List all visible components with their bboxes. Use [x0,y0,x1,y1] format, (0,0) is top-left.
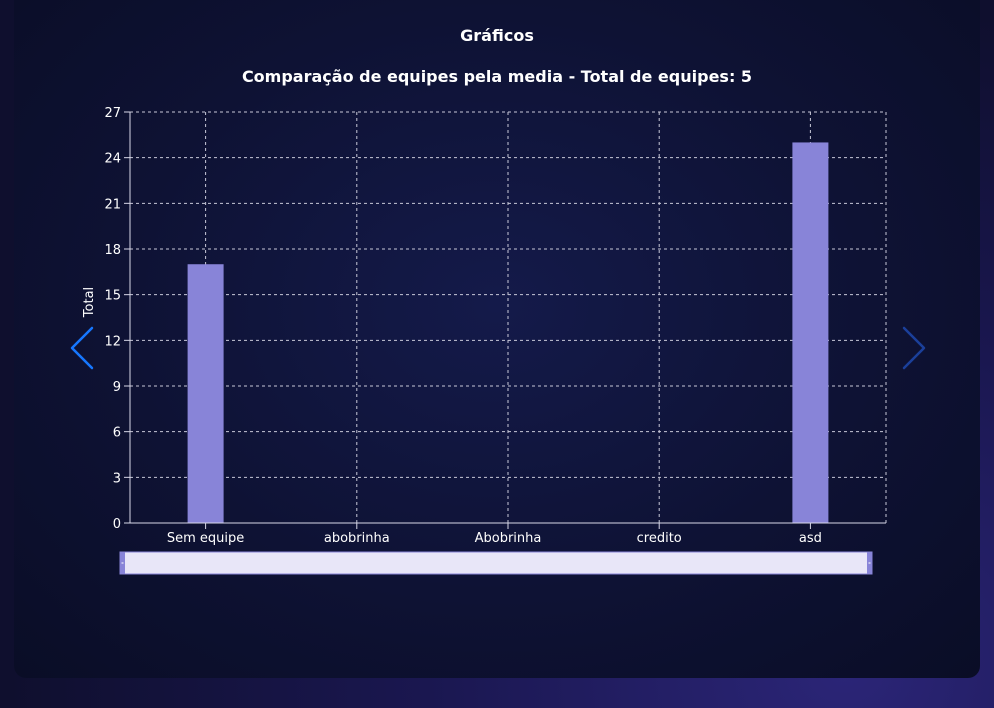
y-axis-label: Total [82,287,97,318]
x-tick-label: asd [799,531,822,546]
y-tick-label: 6 [113,426,121,441]
y-tick-label: 18 [104,243,121,258]
bar-sem-equipe [187,264,224,523]
x-tick-label: Sem equipe [167,531,244,546]
next-chart-button[interactable] [898,326,928,370]
y-tick-label: 21 [104,197,121,212]
y-tick-label: 24 [104,152,121,167]
chevron-right-icon [902,326,926,370]
x-tick-label: abobrinha [324,531,390,546]
chevron-left-icon [70,326,94,370]
chart-brush[interactable] [119,551,873,575]
x-tick-label: credito [637,531,682,546]
chart-grid [129,111,887,523]
chart-card: Gráficos Comparação de equipes pela medi… [14,0,980,678]
chart-axes: 0 3 6 9 12 15 18 21 24 27 Sem equipe abobrinha Abobr… [82,106,886,546]
chart-title: Comparação de equipes pela media - Total… [241,67,753,86]
y-tick-label: 3 [113,471,121,486]
y-tick-label: 0 [113,517,121,532]
prev-chart-button[interactable] [68,326,98,370]
y-tick-label: 9 [113,380,121,395]
chart-bars [187,142,829,523]
bar-chart: 0 3 6 9 12 15 18 21 24 27 Sem equipe abobrinha Abobr… [82,106,887,575]
y-tick-label: 12 [104,334,121,349]
brush-track[interactable] [119,551,873,575]
bar-asd [792,142,829,523]
section-title: Gráficos [460,26,534,45]
x-tick-label: Abobrinha [475,531,542,546]
y-tick-label: 27 [104,106,121,121]
y-tick-label: 15 [104,289,121,304]
